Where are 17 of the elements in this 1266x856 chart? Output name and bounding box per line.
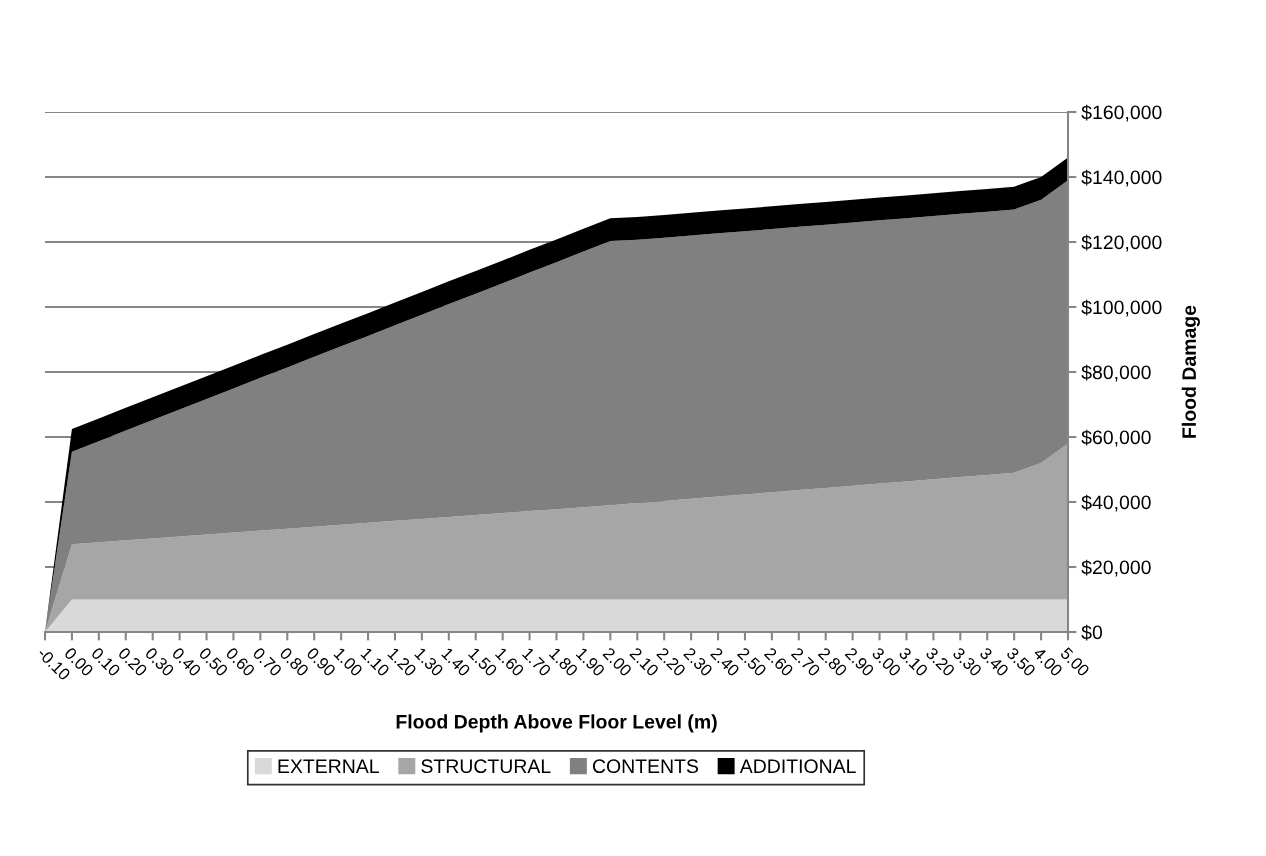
x-tick-label: 1.40 [441, 647, 471, 678]
x-axis-title: Flood Depth Above Floor Level (m) [396, 714, 717, 733]
legend-label: ADDITIONAL [739, 759, 856, 774]
y-tick-label: $120,000 [1081, 234, 1162, 252]
y-tick-label: $100,000 [1081, 299, 1162, 317]
legend-label: STRUCTURAL [421, 759, 551, 774]
y-tick-label: $0 [1081, 624, 1103, 641]
y-tick-label: $140,000 [1081, 169, 1162, 187]
legend-label: EXTERNAL [278, 759, 379, 773]
y-tick-label: $40,000 [1081, 494, 1151, 512]
y-tick-label: $60,000 [1081, 429, 1151, 447]
y-tick-label: $20,000 [1081, 559, 1151, 577]
x-tick-label: 2.70 [790, 646, 821, 678]
y-tick-label: $80,000 [1081, 364, 1151, 382]
legend-label: CONTENTS [592, 759, 699, 774]
y-axis-title: Flood Damage [1181, 305, 1200, 438]
y-tick-label: $160,000 [1081, 104, 1162, 122]
